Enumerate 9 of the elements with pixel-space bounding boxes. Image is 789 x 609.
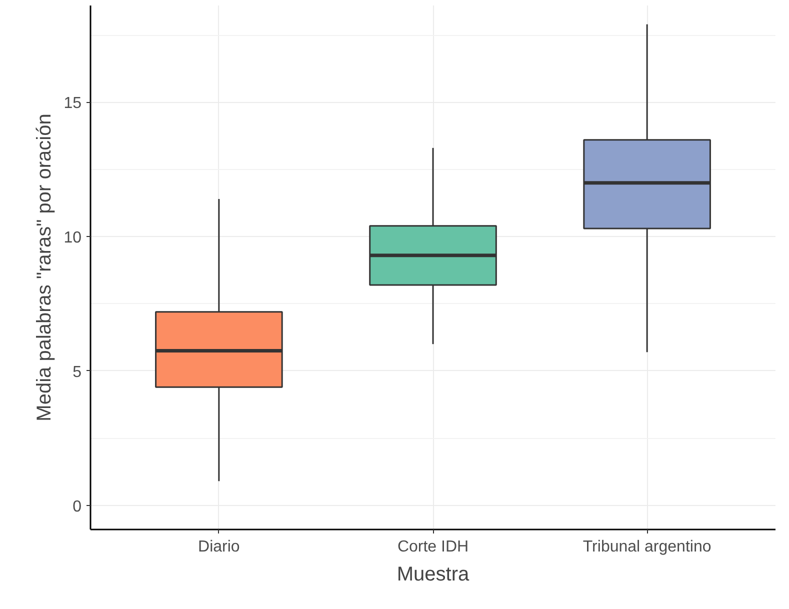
x-tick-label: Corte IDH	[397, 538, 469, 556]
x-tick-label: Diario	[198, 538, 240, 556]
x-tick-label: Tribunal argentino	[582, 538, 712, 556]
y-tick-label: 10	[64, 230, 82, 247]
x-axis-title: Muestra	[396, 564, 470, 586]
y-tick-label: 0	[72, 498, 82, 516]
y-tick-label: 15	[64, 95, 82, 112]
y-tick-label: 5	[72, 364, 82, 381]
y-axis-title: Media palabras "raras" por oración	[34, 114, 56, 422]
